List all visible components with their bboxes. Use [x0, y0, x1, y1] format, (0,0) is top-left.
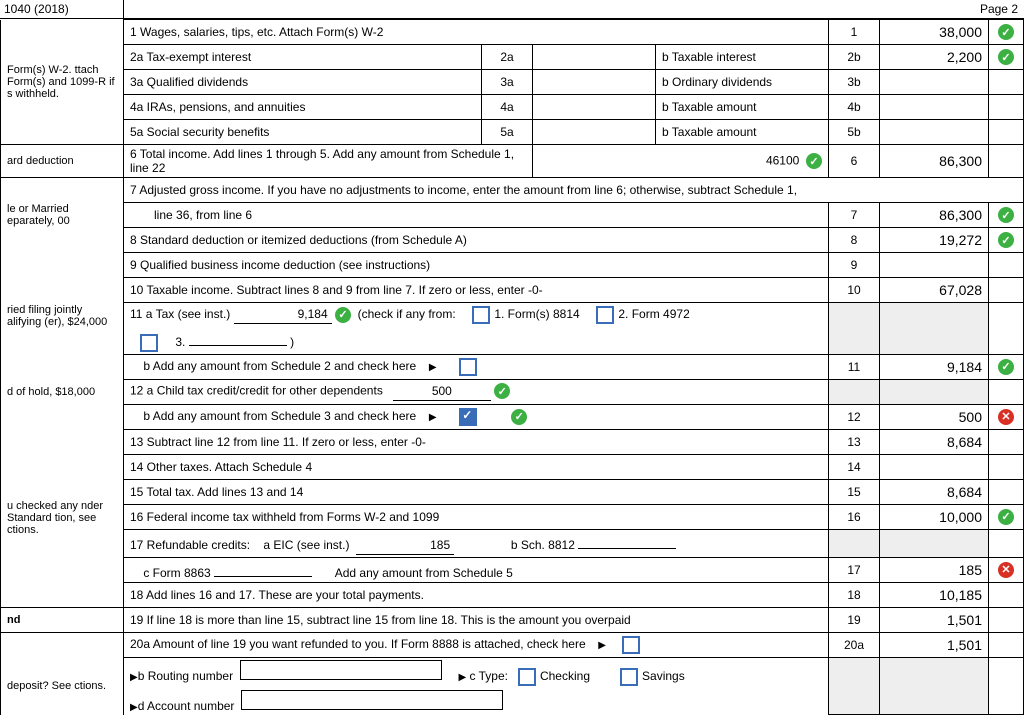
row-6-sched1[interactable]: 46100 — [766, 154, 799, 168]
arrow-icon — [423, 409, 443, 423]
left-note-1: Form(s) W-2. ttach Form(s) and 1099-R if… — [1, 20, 124, 145]
left-note-7: nd — [1, 607, 124, 632]
left-note-5: d of hold, $18,000 — [1, 354, 124, 429]
checkbox-sched2[interactable] — [459, 358, 477, 376]
row-11a: 11 a Tax (see inst.) 9,184 ✓ (check if a… — [124, 303, 829, 328]
left-note-8: deposit? See ctions. — [1, 657, 124, 714]
check-icon: ✓ — [511, 409, 527, 425]
row-17: 17 Refundable credits: a EIC (see inst.)… — [124, 529, 829, 557]
row-12b: b Add any amount from Schedule 3 and che… — [124, 404, 829, 429]
check-icon: ✓ — [998, 49, 1014, 65]
checkbox-checking[interactable] — [518, 668, 536, 686]
check-icon: ✓ — [998, 207, 1014, 223]
row-12a: 12 a Child tax credit/credit for other d… — [124, 379, 829, 404]
row-20a: 20a Amount of line 19 you want refunded … — [124, 632, 829, 657]
check-icon: ✓ — [494, 383, 510, 399]
error-icon: ✕ — [998, 562, 1014, 578]
check-icon: ✓ — [998, 232, 1014, 248]
row-20b: ▶b Routing number ▶ c Type: Checking Sav… — [124, 657, 829, 687]
row-20d: ▶d Account number — [124, 688, 829, 715]
tax-table: Form(s) W-2. ttach Form(s) and 1099-R if… — [0, 19, 1024, 715]
row-11b: b Add any amount from Schedule 2 and che… — [124, 354, 829, 379]
left-note-4: ried filing jointly alifying (er), $24,0… — [1, 278, 124, 355]
check-icon: ✓ — [998, 359, 1014, 375]
row-2b-label: b Taxable interest — [656, 45, 829, 70]
left-note-6: u checked any nder Standard tion, see ct… — [1, 479, 124, 557]
row-1-label: 1 Wages, salaries, tips, etc. Attach For… — [124, 20, 829, 45]
checkbox-4972[interactable] — [596, 306, 614, 324]
checkbox-8888[interactable] — [622, 636, 640, 654]
error-icon: ✕ — [998, 409, 1014, 425]
left-note-2: ard deduction — [1, 145, 124, 178]
form-id: 1040 (2018) — [0, 0, 124, 18]
row-3b-label: b Ordinary dividends — [656, 70, 829, 95]
arrow-icon — [592, 637, 612, 651]
arrow-icon — [423, 359, 443, 373]
row-1-amt[interactable]: 38,000 — [880, 20, 989, 45]
checkbox-11-3[interactable] — [140, 334, 158, 352]
row-17c: c Form 8863 Add any amount from Schedule… — [124, 557, 829, 582]
eic-amt[interactable]: 185 — [356, 538, 454, 555]
check-icon: ✓ — [998, 24, 1014, 40]
child-credit-amt[interactable]: 500 — [393, 384, 491, 401]
row-1-num: 1 — [829, 20, 880, 45]
checkbox-savings[interactable] — [620, 668, 638, 686]
tax-amount[interactable]: 9,184 — [234, 307, 332, 324]
checkbox-8814[interactable] — [472, 306, 490, 324]
row-2a-midnum: 2a — [482, 45, 533, 70]
row-2b-num: 2b — [829, 45, 880, 70]
routing-input[interactable] — [240, 660, 442, 680]
account-input[interactable] — [241, 690, 503, 710]
row-2b-amt[interactable]: 2,200 — [880, 45, 989, 70]
checkbox-sched3[interactable] — [459, 408, 477, 426]
check-icon: ✓ — [806, 153, 822, 169]
row-3a-label: 3a Qualified dividends — [124, 70, 482, 95]
check-icon: ✓ — [335, 307, 351, 323]
check-icon: ✓ — [998, 509, 1014, 525]
row-2a-label: 2a Tax-exempt interest — [124, 45, 482, 70]
page-label: Page 2 — [952, 0, 1024, 18]
left-note-3: le or Married eparately, 00 — [1, 178, 124, 253]
